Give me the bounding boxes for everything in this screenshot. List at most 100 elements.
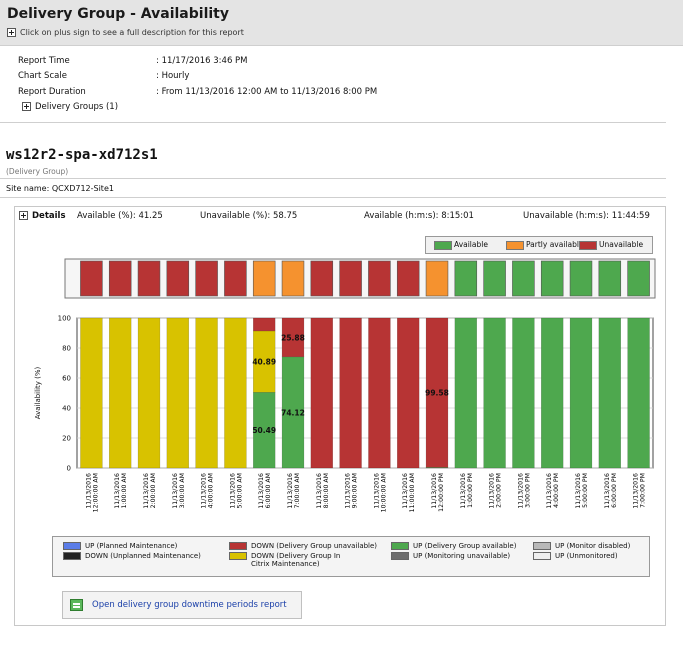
bar-segment [109,317,132,469]
x-tick-time: 10:00:00 AM [380,473,387,512]
x-tick-label: 11/13/2016 12:00:00 PM [431,473,445,512]
unavailable-hms: Unavailable (h:m:s): 11:44:59 [523,211,650,221]
report-icon [70,599,83,611]
x-tick-date: 11/13/2016 [633,473,640,509]
details-toggle[interactable]: Details [19,211,66,221]
legend-swatch [229,542,247,550]
x-tick-label: 11/13/2016 3:00:00 AM [172,473,186,509]
status-strip-cell [598,260,622,297]
x-tick-date: 11/13/2016 [575,473,582,509]
bar-segment [195,317,218,469]
report-duration-value: : From 11/13/2016 12:00 AM to 11/13/2016… [156,87,378,97]
expand-plus-icon[interactable] [22,102,31,111]
downtime-report-link-text[interactable]: Open delivery group downtime periods rep… [92,600,287,610]
x-tick-date: 11/13/2016 [373,473,380,509]
x-tick-label: 11/13/2016 12:00:00 AM [85,473,99,512]
status-strip-cell [195,260,218,297]
data-label: 40.89 [252,358,276,367]
status-strip-cell [454,260,478,297]
legend-down-unavailable: DOWN (Delivery Group unavailable) [251,542,378,550]
x-tick-label: 11/13/2016 6:00:00 PM [604,473,618,509]
x-tick-label: 11/13/2016 5:00:00 PM [575,473,589,509]
available-pct: Available (%): 41.25 [77,211,163,221]
legend-unavailable: Unavailable [579,240,643,250]
bar-segment [310,317,333,469]
status-legend: Available Partly available Unavailable [425,236,653,254]
delivery-groups-label: Delivery Groups (1) [35,102,119,112]
x-tick-label: 11/13/2016 1:00:00 PM [460,473,474,509]
x-tick-date: 11/13/2016 [85,473,92,509]
x-tick-label: 11/13/2016 6:00:00 AM [258,473,272,509]
legend-up-planned: UP (Planned Maintenance) [85,542,178,550]
report-subtitle: Click on plus sign to see a full descrip… [7,28,244,37]
legend-swatch [63,542,81,550]
x-tick-label: 11/13/2016 2:00:00 PM [489,473,503,509]
plot-area [76,317,654,469]
legend-swatch [533,542,551,550]
y-tick-label: 0 [67,465,71,473]
legend-available-label: Available [454,240,488,249]
status-strip-cell [396,260,420,297]
status-strip-cell [80,260,103,297]
x-tick-time: 11:00:00 AM [409,473,416,512]
site-name: Site name: QCXD712-Site1 [6,184,114,193]
divider [0,122,666,123]
status-strip-cell [368,260,391,297]
x-tick-time: 3:00:00 AM [179,473,186,508]
status-strip-cell [108,260,132,297]
legend-swatch [63,552,81,560]
legend-swatch [391,552,409,560]
x-tick-date: 11/13/2016 [345,473,352,509]
x-tick-time: 12:00:00 PM [438,473,445,512]
status-strip-cell [137,260,161,297]
x-tick-date: 11/13/2016 [402,473,409,509]
y-tick-label: 40 [62,405,71,413]
expand-plus-icon[interactable] [7,28,16,37]
x-tick-time: 6:00:00 PM [611,473,618,508]
x-tick-time: 3:00:00 PM [524,473,531,508]
bar-segment [368,317,391,469]
legend-up-monitor-disabled: UP (Monitor disabled) [555,542,631,550]
x-tick-date: 11/13/2016 [604,473,611,509]
details-label: Details [32,211,66,221]
legend-up-unmonitored: UP (Unmonitored) [555,552,618,560]
x-tick-date: 11/13/2016 [431,473,438,509]
available-hms: Available (h:m:s): 8:15:01 [364,211,474,221]
data-label: 99.58 [425,389,449,398]
bar-segment [454,317,477,469]
y-tick-label: 60 [62,375,71,383]
bar-segment [80,317,103,469]
x-tick-date: 11/13/2016 [258,473,265,509]
status-strip-cell [252,260,276,297]
delivery-groups-toggle[interactable]: Delivery Groups (1) [22,102,118,112]
y-tick-label: 20 [62,435,71,443]
legend-swatch [579,240,597,250]
report-time-label: Report Time [18,56,70,66]
x-tick-date: 11/13/2016 [114,473,121,509]
status-strip-cell [540,260,564,297]
status-strip-cell [224,260,247,297]
availability-chart: 0 20 40 60 80 100 Availability (%) 50.49 40.89 74… [34,258,656,512]
chart-scale-label: Chart Scale [18,71,67,81]
status-strip-cell [425,260,449,297]
x-tick-label: 11/13/2016 8:00:00 AM [316,473,330,509]
status-strip-cell [281,260,305,297]
legend-swatch [229,552,247,560]
bar-segment [425,317,449,468]
availability-chart-panel: Details Available (%): 41.25 Unavailable… [14,206,666,626]
unavailable-pct: Unavailable (%): 58.75 [200,211,298,221]
downtime-report-link[interactable]: Open delivery group downtime periods rep… [62,591,302,619]
legend-down-unplanned: DOWN (Unplanned Maintenance) [85,552,201,560]
report-header: Delivery Group - Availability Click on p… [0,0,683,46]
legend-partly: Partly available [506,240,584,250]
bar-segment [512,317,535,469]
expand-plus-icon[interactable] [19,211,28,220]
x-tick-date: 11/13/2016 [229,473,236,509]
x-tick-time: 1:00:00 PM [467,473,474,508]
y-tick-label: 100 [58,315,71,323]
legend-partly-label: Partly available [526,240,584,249]
status-strip-cell [512,260,535,297]
bar-segment [627,317,650,469]
divider [0,197,666,198]
x-tick-time: 2:00:00 PM [496,473,503,508]
